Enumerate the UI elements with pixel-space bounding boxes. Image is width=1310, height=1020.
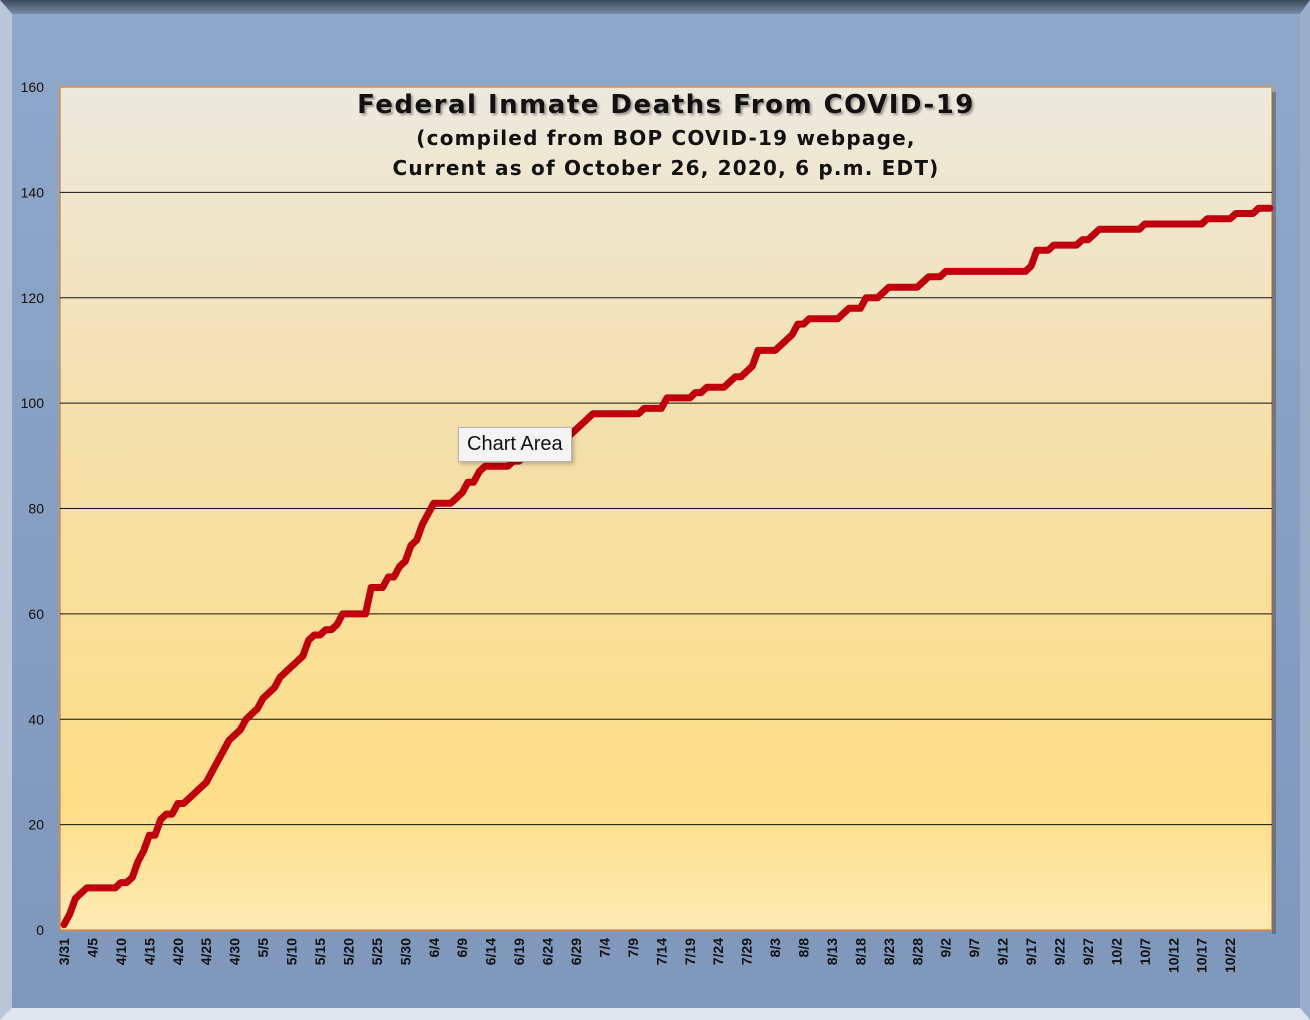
y-tick-label: 0: [36, 922, 44, 938]
x-tick-label: 4/10: [113, 938, 129, 965]
x-tick-label: 10/17: [1194, 938, 1210, 973]
y-axis: 0 20 40 60 80 100 120 140 160: [21, 79, 45, 938]
frame-left-bevel: [0, 0, 12, 1020]
x-tick-label: 9/22: [1052, 938, 1068, 965]
x-tick-label: 6/24: [540, 938, 556, 965]
x-tick-label: 7/24: [710, 938, 726, 965]
x-tick-label: 8/23: [881, 938, 897, 965]
x-tick-label: 7/4: [596, 938, 612, 958]
x-tick-label: 4/20: [170, 938, 186, 965]
x-tick-label: 7/19: [682, 938, 698, 965]
x-tick-label: 7/14: [653, 938, 669, 965]
y-tick-label: 80: [28, 501, 44, 517]
x-tick-label: 4/15: [141, 938, 157, 965]
plot-shadow: [1272, 92, 1276, 934]
y-tick-label: 40: [28, 711, 44, 727]
frame-right-bevel: [1300, 0, 1310, 1020]
x-tick-label: 9/17: [1023, 938, 1039, 965]
x-tick-label: 5/5: [255, 938, 271, 958]
chart-area-tooltip: Chart Area: [458, 427, 572, 462]
x-tick-label: 8/18: [852, 938, 868, 965]
x-tick-label: 9/7: [966, 938, 982, 958]
x-tick-label: 5/20: [340, 938, 356, 965]
x-tick-label: 10/12: [1165, 938, 1181, 973]
x-tick-label: 8/13: [824, 938, 840, 965]
x-tick-label: 5/15: [312, 938, 328, 965]
x-tick-label: 10/22: [1222, 938, 1238, 973]
x-tick-label: 6/4: [426, 938, 442, 958]
x-tick-label: 8/8: [796, 938, 812, 958]
y-tick-label: 60: [28, 606, 44, 622]
x-tick-label: 10/7: [1137, 938, 1153, 965]
x-tick-label: 4/30: [227, 938, 243, 965]
x-tick-label: 5/30: [397, 938, 413, 965]
y-tick-label: 140: [21, 184, 45, 200]
frame-bottom-bevel: [0, 1008, 1310, 1020]
y-tick-label: 100: [21, 395, 45, 411]
frame-top-bevel: [0, 0, 1310, 14]
x-tick-label: 7/29: [739, 938, 755, 965]
x-tick-label: 9/27: [1080, 938, 1096, 965]
x-tick-label: 4/25: [198, 938, 214, 965]
series-line: [60, 204, 1274, 929]
x-tick-label: 4/5: [84, 938, 100, 958]
y-tick-label: 120: [21, 290, 45, 306]
y-tick-label: 20: [28, 817, 44, 833]
x-tick-label: 6/19: [511, 938, 527, 965]
x-tick-label: 8/28: [909, 938, 925, 965]
x-tick-label: 6/29: [568, 938, 584, 965]
x-tick-label: 7/9: [625, 938, 641, 958]
y-tick-label: 160: [21, 79, 45, 95]
x-tick-label: 9/2: [938, 938, 954, 958]
x-axis: 3/31 4/5 4/10 4/15 4/20 4/25 4/30 5/5 5/10 5/15 5/…: [56, 938, 1238, 973]
x-tick-label: 3/31: [56, 938, 72, 965]
x-tick-label: 10/2: [1108, 938, 1124, 965]
x-tick-label: 6/9: [454, 938, 470, 958]
x-tick-label: 5/10: [284, 938, 300, 965]
x-tick-label: 5/25: [369, 938, 385, 965]
x-tick-label: 6/14: [483, 938, 499, 965]
x-tick-label: 8/3: [767, 938, 783, 958]
x-tick-label: 9/12: [995, 938, 1011, 965]
